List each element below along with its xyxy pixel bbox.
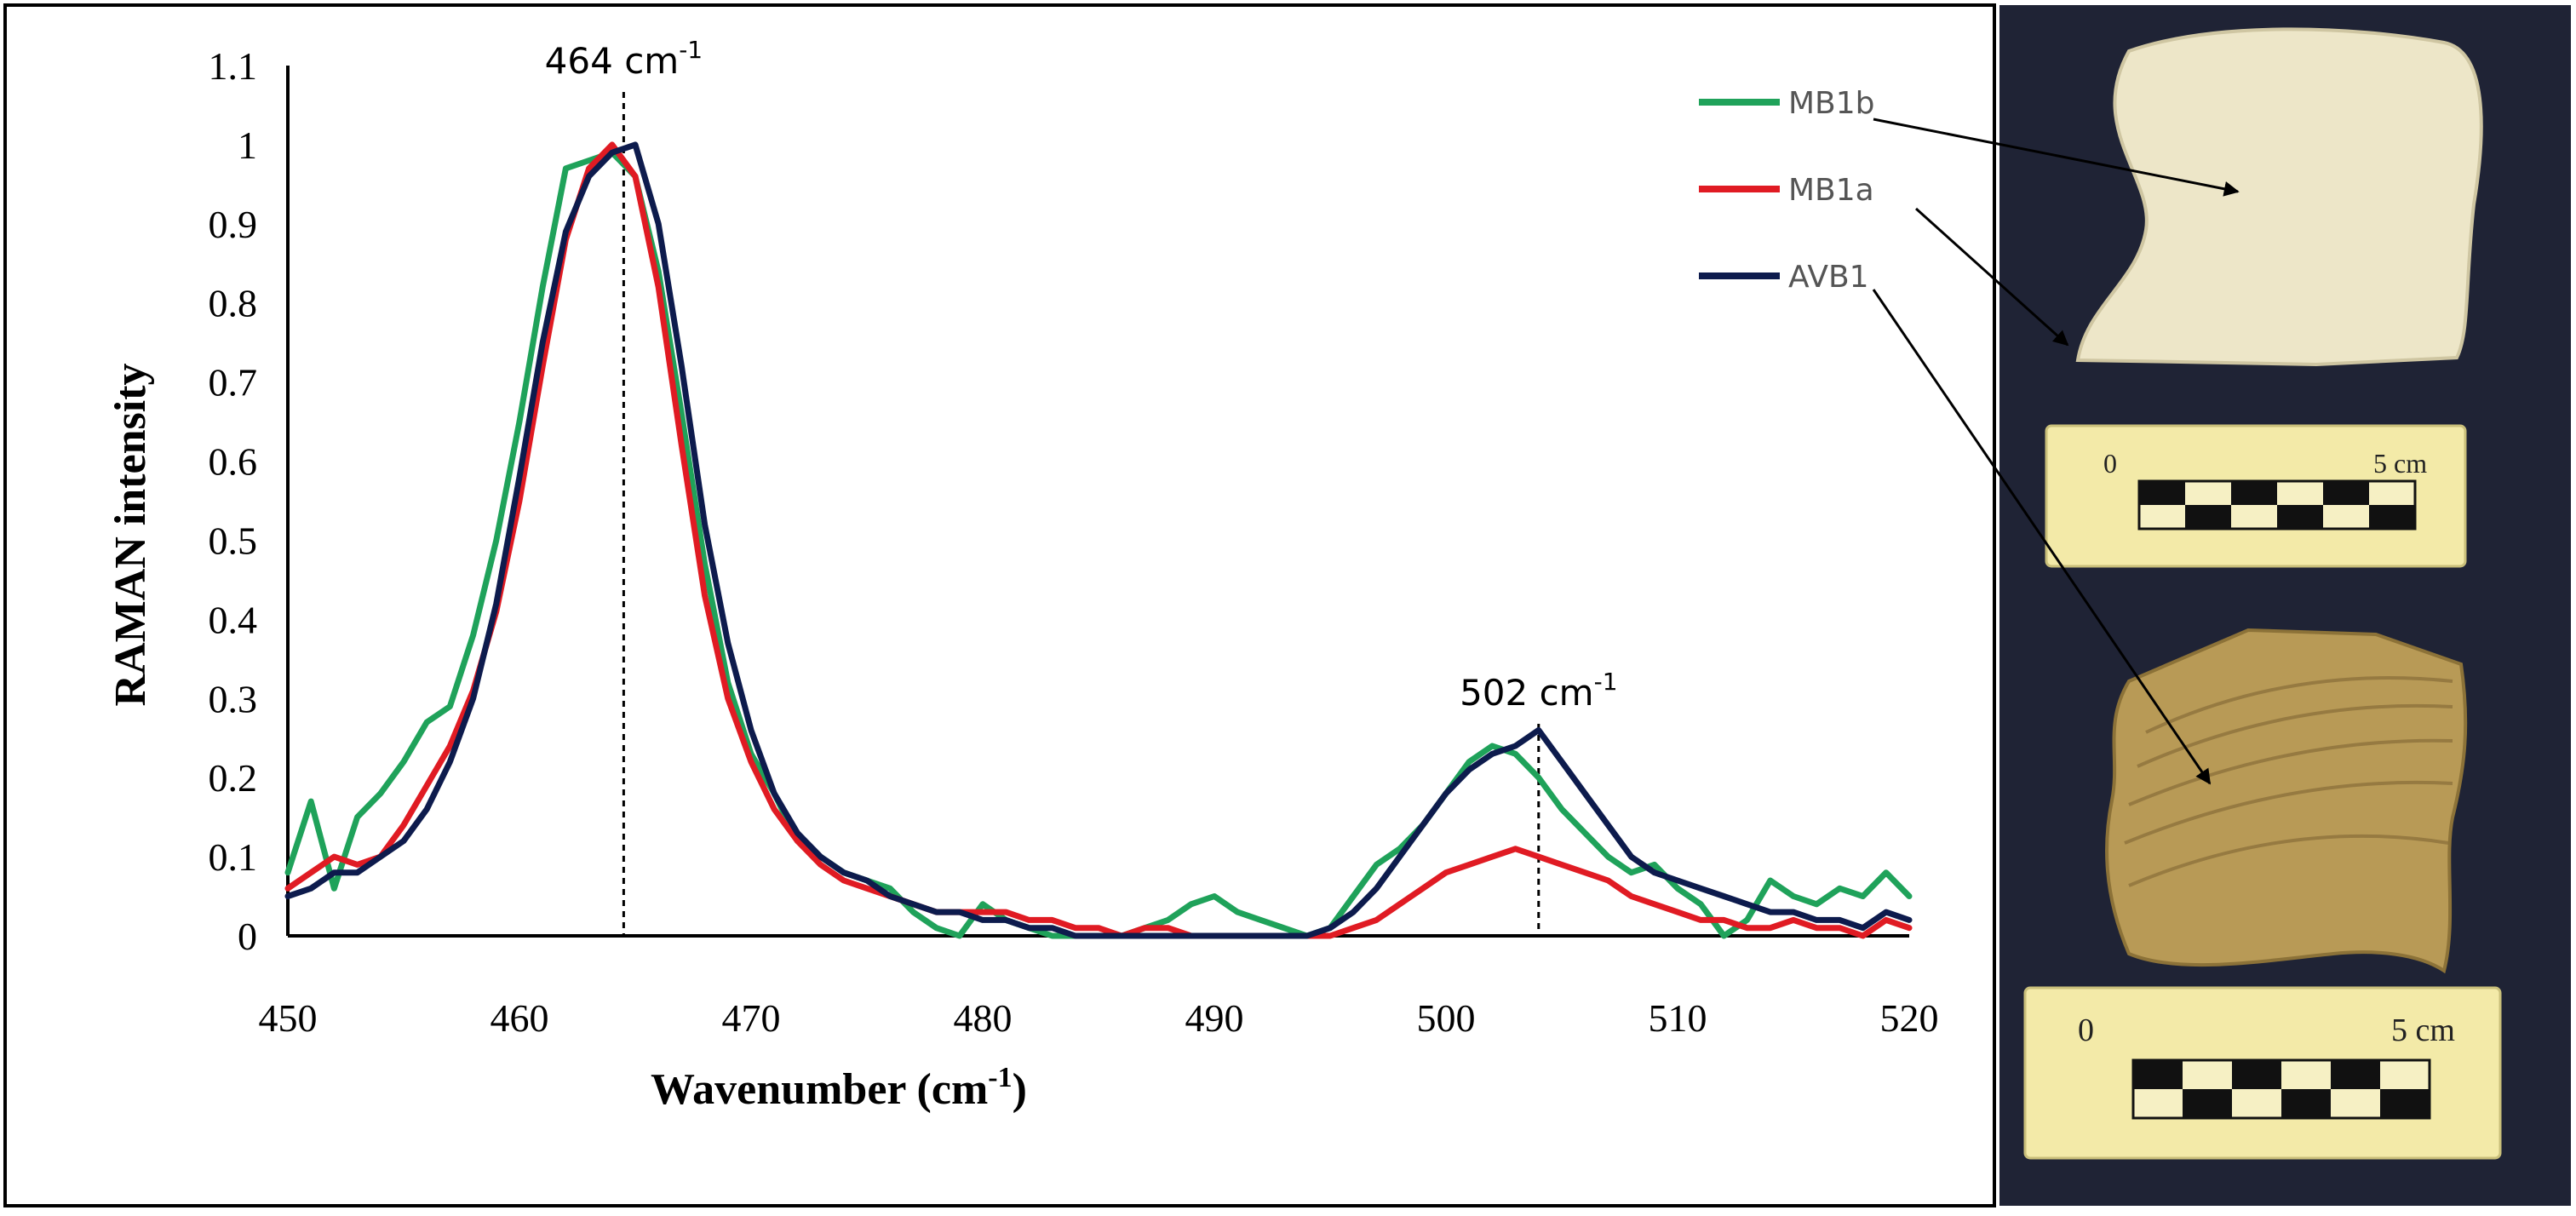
- scale-checker-cell: [2133, 1060, 2183, 1089]
- scale-card-bottom: 0 5 cm: [2023, 986, 2502, 1160]
- x-tick-label: 490: [1185, 996, 1244, 1040]
- y-tick-label: 0.5: [209, 519, 258, 562]
- legend-label-mb1b: MB1b: [1788, 86, 1875, 121]
- photo-panel: 0 5 cm 0 5 cm: [1872, 5, 2571, 1206]
- series-line-avb1: [284, 141, 1913, 939]
- scale-checker-cell: [2183, 1089, 2232, 1118]
- y-tick-label: 0.7: [209, 361, 258, 404]
- scale-checker-cell: [2380, 1089, 2430, 1118]
- y-tick-label: 0.6: [209, 440, 258, 484]
- y-tick-labels: 0 0.1 0.2 0.3 0.4 0.5 0.6 0.7 0.8 0.9 1 1.1: [209, 44, 258, 958]
- scale-checker-cell: [2231, 481, 2277, 505]
- y-tick-label: 0.3: [209, 677, 258, 720]
- legend: MB1b MB1a AVB1: [1699, 86, 1875, 295]
- series-lines: [284, 141, 1913, 939]
- y-tick-label: 1.1: [209, 44, 258, 88]
- scale-top-checker: [2137, 479, 2417, 531]
- y-tick-label: 0.1: [209, 835, 258, 879]
- sherd-top-image: [2075, 27, 2483, 367]
- scale-checker-cell: [2331, 1060, 2380, 1089]
- legend-label-avb1: AVB1: [1788, 260, 1869, 295]
- scale-top-zero: 0: [2103, 448, 2117, 479]
- arrow-mb1b: [1873, 118, 2240, 197]
- arrow-avb1: [1872, 289, 2212, 785]
- scale-bottom-end: 5 cm: [2391, 1012, 2455, 1048]
- arrow-mb1a: [1914, 207, 2069, 347]
- sherd-bottom-image: [2105, 628, 2468, 974]
- y-tick-label: 0.9: [209, 203, 258, 246]
- y-tick-label: 0.2: [209, 756, 258, 800]
- x-axis-title: Wavenumber (cm-1): [651, 1062, 1027, 1114]
- x-tick-label: 480: [954, 996, 1013, 1040]
- sherd-bottom-rings: [2124, 676, 2453, 887]
- y-tick-label: 0: [238, 915, 257, 958]
- scale-checker-cell: [2139, 481, 2185, 505]
- y-tick-label: 1: [238, 123, 257, 167]
- annotation-lines: [622, 92, 1540, 936]
- scale-checker-cell: [2277, 505, 2323, 529]
- scale-checker-cell: [2369, 505, 2415, 529]
- scale-bottom-zero: 0: [2078, 1012, 2094, 1048]
- x-tick-label: 510: [1649, 996, 1707, 1040]
- x-tick-labels: 450 460 470 480 490 500 510 520: [259, 996, 1939, 1040]
- scale-checker-cell: [2232, 1060, 2281, 1089]
- y-tick-label: 0.4: [209, 598, 258, 641]
- scale-checker-cell: [2185, 505, 2231, 529]
- scale-checker-cell: [2281, 1089, 2331, 1118]
- y-tick-label: 0.8: [209, 282, 258, 325]
- x-tick-label: 470: [722, 996, 781, 1040]
- legend-label-mb1a: MB1a: [1788, 173, 1874, 208]
- scale-bottom-checker: [2131, 1058, 2431, 1120]
- x-tick-label: 520: [1880, 996, 1939, 1040]
- y-axis-title: RAMAN intensity: [106, 364, 155, 707]
- annotation-label: 464 cm-1: [545, 36, 703, 82]
- x-tick-label: 500: [1417, 996, 1476, 1040]
- annotation-labels: 464 cm-1 502 cm-1: [545, 36, 1618, 714]
- annotation-label: 502 cm-1: [1460, 668, 1617, 714]
- scale-card-top: 0 5 cm: [2045, 424, 2467, 568]
- x-tick-label: 460: [491, 996, 549, 1040]
- scale-top-end: 5 cm: [2373, 448, 2427, 479]
- chart-frame: [3, 3, 1996, 1207]
- scale-checker-cell: [2323, 481, 2369, 505]
- x-tick-label: 450: [259, 996, 318, 1040]
